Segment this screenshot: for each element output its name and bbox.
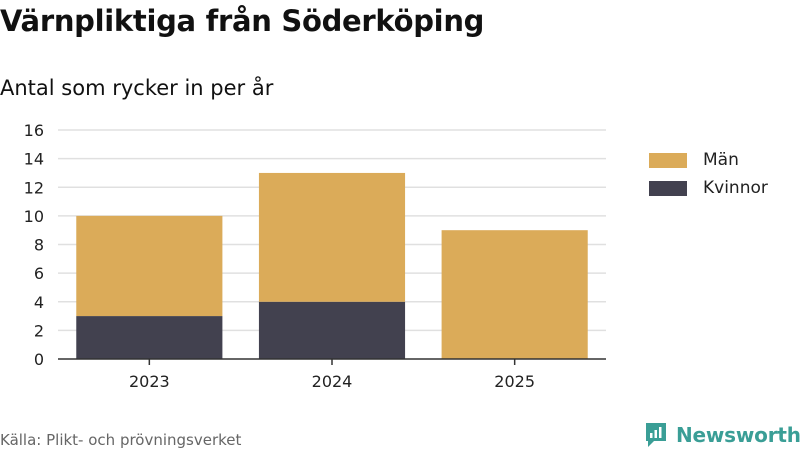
legend: Män Kvinnor <box>649 146 768 202</box>
legend-label: Män <box>703 150 739 170</box>
bar-segment-män <box>441 230 588 359</box>
y-tick-label: 0 <box>34 350 44 369</box>
bar-segment-kvinnor <box>76 316 223 359</box>
bar-segment-män <box>258 172 406 302</box>
x-tick-label: 2023 <box>129 372 170 391</box>
y-axis-ticks: 0 2 4 6 8 10 12 14 16 <box>24 121 44 369</box>
bar-chart-icon <box>646 423 666 447</box>
legend-swatch <box>649 180 687 196</box>
y-tick-label: 16 <box>24 121 44 140</box>
y-tick-label: 10 <box>24 207 44 226</box>
chart-subtitle: Antal som rycker in per år <box>0 76 274 100</box>
y-tick-label: 14 <box>24 150 44 169</box>
y-tick-label: 2 <box>34 321 44 340</box>
y-tick-label: 12 <box>24 178 44 197</box>
y-tick-label: 8 <box>34 236 44 255</box>
legend-label: Kvinnor <box>703 178 768 198</box>
bars <box>76 172 588 359</box>
brand-name: Newsworthy <box>676 422 800 447</box>
bar-segment-män <box>76 215 223 317</box>
legend-item: Kvinnor <box>649 174 768 202</box>
source-note: Källa: Plikt- och prövningsverket <box>0 431 242 449</box>
brand-logo: Newsworthy <box>644 421 800 448</box>
x-tick-label: 2024 <box>312 372 353 391</box>
chart-title: Värnpliktiga från Söderköping <box>0 4 485 38</box>
y-tick-label: 4 <box>34 293 44 312</box>
legend-swatch <box>649 152 687 168</box>
bar-segment-kvinnor <box>258 301 406 359</box>
x-tick-label: 2025 <box>494 372 535 391</box>
legend-item: Män <box>649 146 768 174</box>
x-axis-ticks: 2023 2024 2025 <box>129 359 535 391</box>
y-tick-label: 6 <box>34 264 44 283</box>
